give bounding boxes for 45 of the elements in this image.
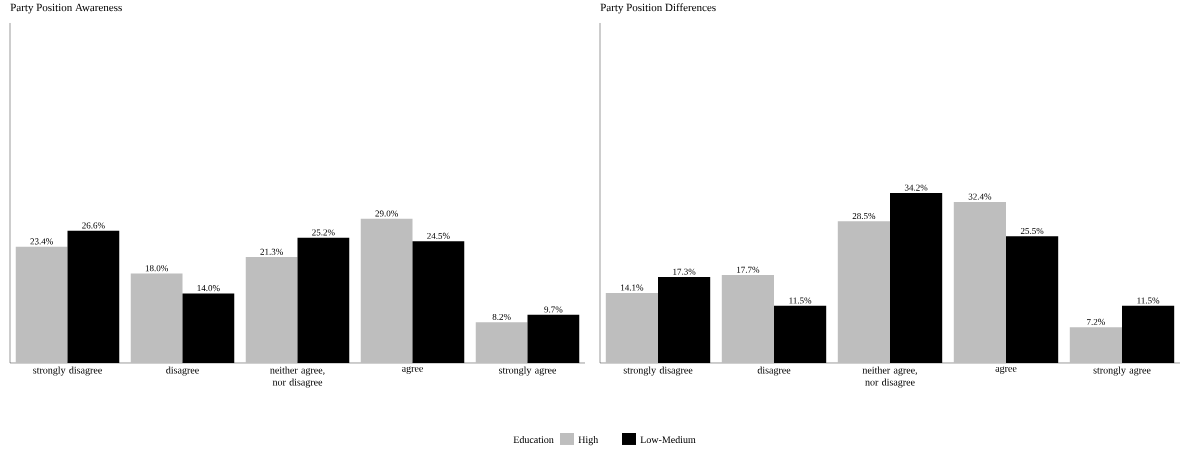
bar (1069, 327, 1122, 363)
chart-title: Party Position Differences (600, 3, 716, 14)
data-label: 8.2% (492, 313, 511, 321)
x-tick-label: disagree (757, 366, 791, 376)
legend-label: High (578, 436, 599, 446)
data-label: 9.7% (544, 306, 563, 313)
bar (837, 221, 890, 363)
bar (953, 201, 1006, 363)
data-label: 14.1% (621, 284, 644, 291)
data-label: 23.4% (30, 238, 53, 245)
x-tick-label: agree (402, 366, 423, 374)
data-label: 32.4% (968, 193, 992, 200)
data-label: 28.5% (852, 213, 876, 220)
x-tick-label: strongly disagree (623, 366, 693, 376)
x-tick-label: disagree (166, 366, 199, 376)
x-tick-label: strongly disagree (33, 366, 102, 376)
data-label: 17.3% (673, 268, 696, 275)
x-tick-label: neither agree, nor disagree (862, 366, 917, 388)
bar (15, 246, 68, 363)
data-label: 25.2% (312, 229, 335, 236)
bar (721, 275, 774, 363)
data-label: 26.6% (82, 222, 105, 229)
bar (360, 218, 413, 363)
data-label: 24.5% (427, 232, 450, 239)
x-tick-label: strongly agree (1093, 366, 1151, 376)
legend-title: Education (513, 436, 554, 444)
data-label: 18.0% (145, 265, 168, 272)
data-label: 17.7% (737, 266, 760, 273)
bar (475, 322, 528, 363)
data-label: 34.2% (904, 184, 928, 191)
x-tick-label: agree (995, 366, 1017, 374)
data-label: 29.0% (375, 210, 398, 217)
data-label: 25.5% (1020, 227, 1044, 235)
x-tick-label: neither agree, nor disagree (270, 366, 325, 388)
data-label: 11.5% (789, 297, 812, 304)
data-label: 11.5% (1137, 297, 1160, 304)
bar (130, 273, 183, 363)
legend-label: Low-Medium (640, 436, 696, 444)
chart-title: Party Position Awareness (10, 3, 122, 14)
bar (245, 257, 298, 363)
data-label: 21.3% (260, 248, 283, 255)
data-label: 14.0% (197, 285, 220, 292)
data-label: 7.2% (1087, 318, 1105, 325)
bar (605, 292, 659, 363)
x-tick-label: strongly agree (499, 366, 557, 376)
